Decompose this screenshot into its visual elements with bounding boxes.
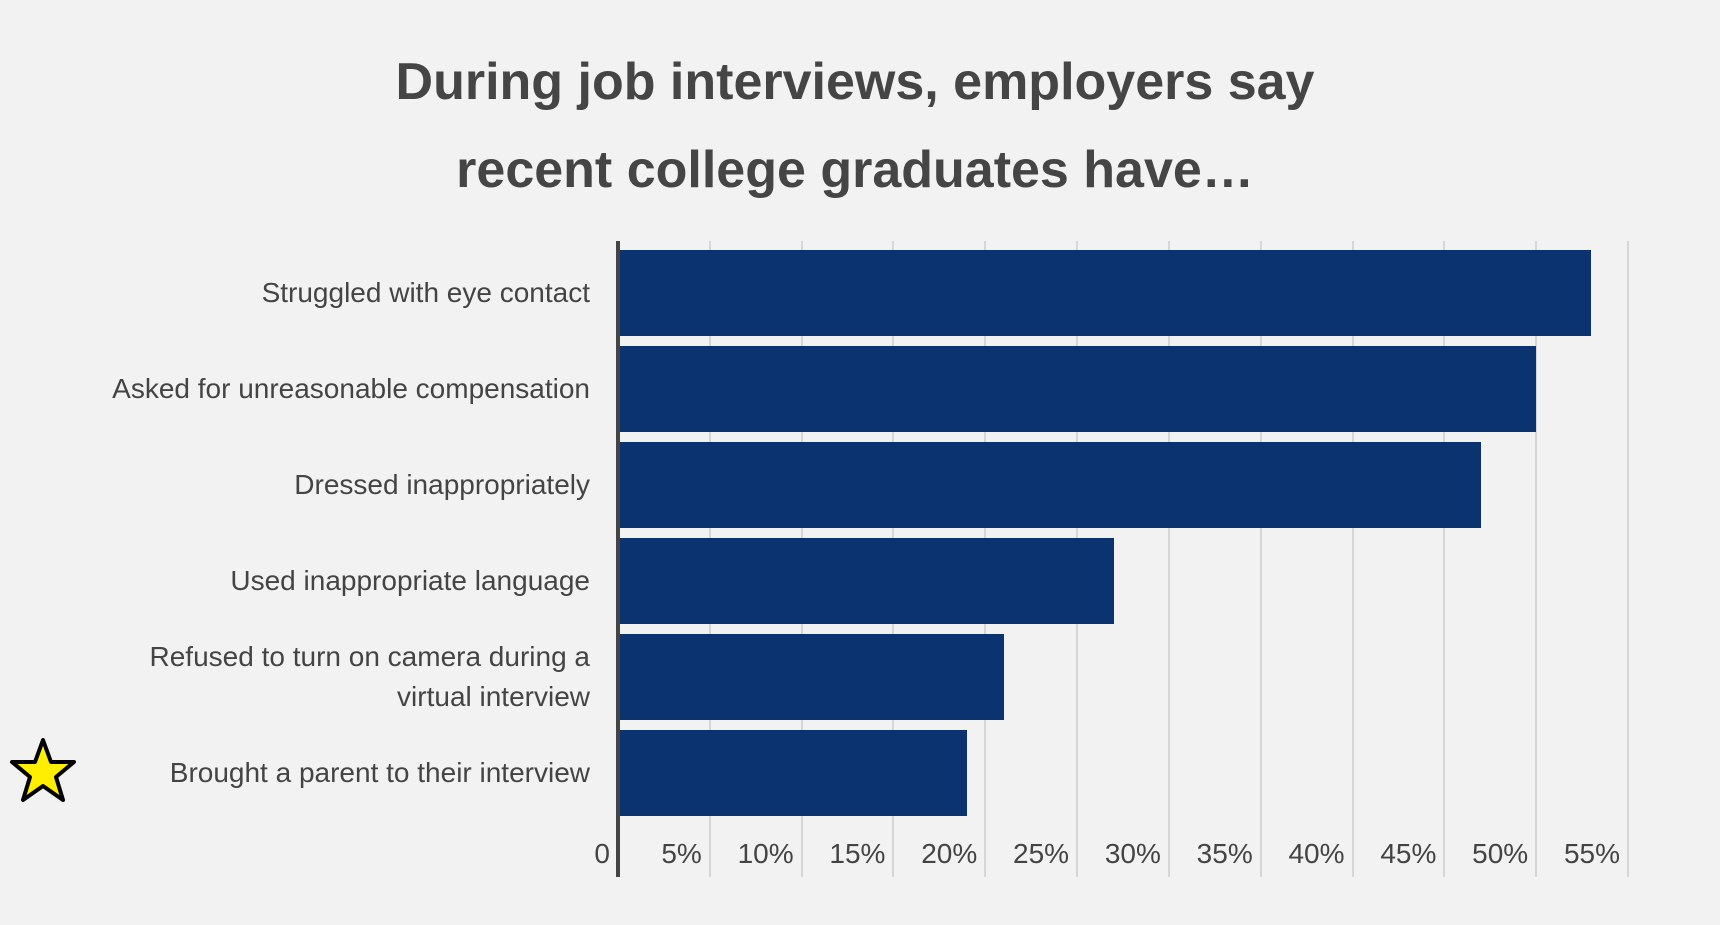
bar [618, 346, 1537, 432]
y-tick-label: Asked for unreasonable compensation [112, 373, 590, 404]
x-tick-label: 50% [1472, 838, 1529, 869]
x-tick-label: 25% [1013, 838, 1070, 869]
grid-line [1535, 241, 1538, 877]
x-tick-label: 35% [1196, 838, 1253, 869]
y-tick-label: Brought a parent to their interview [169, 757, 590, 788]
bar [618, 250, 1592, 336]
x-tick-label: 20% [921, 838, 978, 869]
bar [618, 538, 1114, 624]
grid-line [1443, 241, 1446, 877]
x-tick-label: 45% [1380, 838, 1437, 869]
y-tick-label: Refused to turn on camera during a virtu… [149, 641, 590, 712]
grid-line [1351, 241, 1354, 877]
y-tick-label: Dressed inappropriately [294, 469, 590, 500]
x-tick-label: 55% [1563, 838, 1620, 869]
grid-line [1259, 241, 1262, 877]
x-tick-label: 5% [661, 838, 702, 869]
x-tick-label: 15% [829, 838, 886, 869]
chart-title: During job interviews, employers say rec… [395, 53, 1315, 199]
bar [618, 634, 1004, 720]
star-icon [10, 738, 76, 802]
y-tick-label: Struggled with eye contact [261, 277, 590, 308]
x-tick-label: 40% [1288, 838, 1345, 869]
x-tick-label: 30% [1104, 838, 1161, 869]
x-tick-label: 10% [737, 838, 794, 869]
y-axis-line [616, 241, 620, 877]
y-tick-label: Used inappropriate language [230, 565, 590, 596]
bar [618, 730, 967, 816]
bar [618, 442, 1482, 528]
grid-line [1627, 241, 1629, 877]
x-tick-label: 0 [594, 838, 610, 869]
grid-line [1167, 241, 1170, 877]
